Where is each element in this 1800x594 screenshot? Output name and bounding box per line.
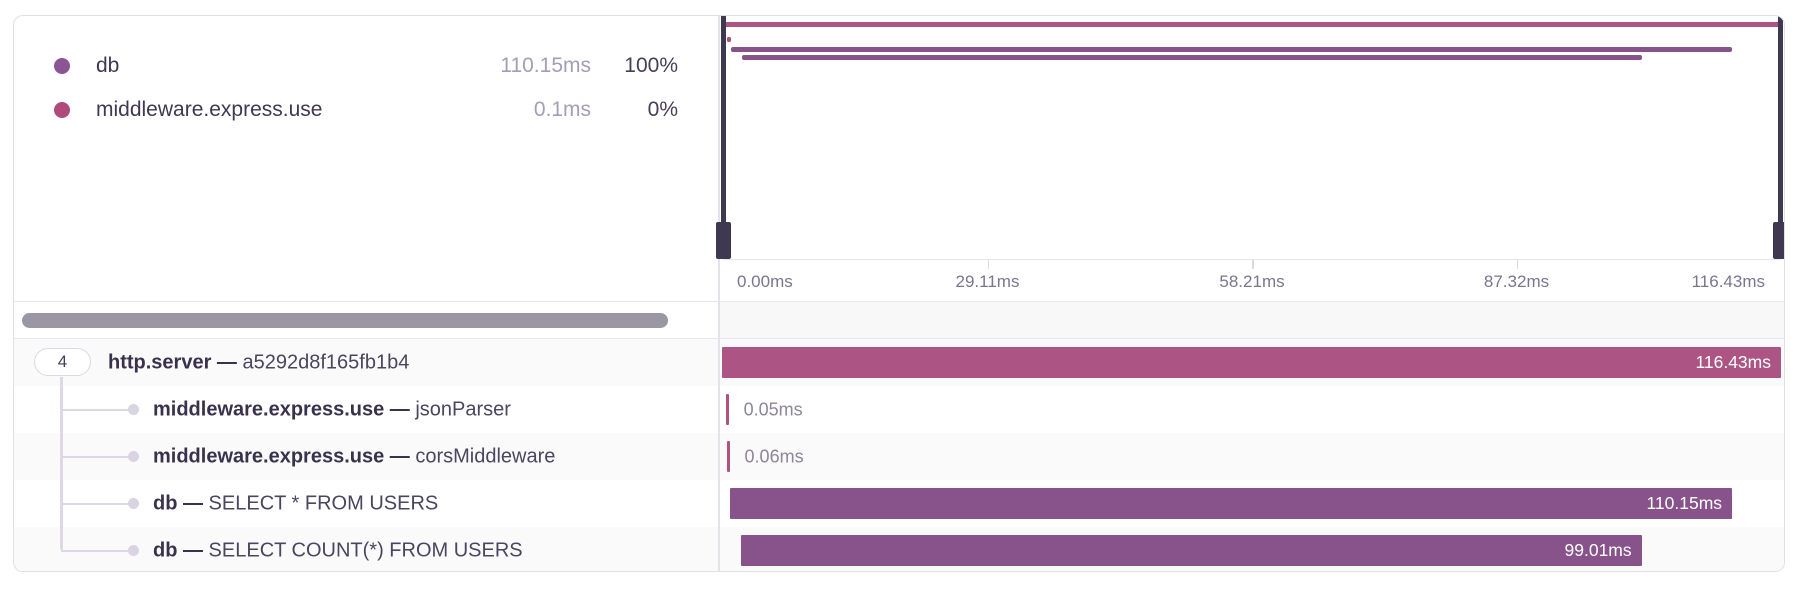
span-rows-section: 4 http.server — a5292d8f165fb1b4 116.43ms m… (14, 339, 1784, 571)
timeline-minimap[interactable]: 0.00ms 29.11ms 58.21ms 87.32ms 116.43ms (716, 16, 1784, 301)
span-detail: SELECT * FROM USERS (208, 492, 439, 514)
top-section: db 110.15ms 100% middleware.express.use 0.1m… (14, 16, 1784, 301)
span-operation-name: middleware.express.use — (153, 398, 416, 420)
scrollbar-track[interactable] (14, 302, 718, 338)
axis-tick-label: 58.21ms (1219, 272, 1285, 291)
axis-tick-label: 0.00ms (737, 272, 793, 291)
panel-divider (718, 16, 720, 571)
span-bar-wrap: 0.05ms (722, 386, 1781, 433)
span-operation-name: middleware.express.use — (153, 445, 416, 467)
range-handle-left-grip[interactable] (716, 222, 731, 259)
range-handle-right-line[interactable] (1778, 16, 1783, 259)
scrollbar-row-right-spacer (719, 302, 1784, 338)
span-bar-wrap: 110.15ms (722, 480, 1781, 527)
span-row-label-cell: middleware.express.use — jsonParser (14, 386, 718, 433)
span-name[interactable]: db — SELECT * FROM USERS (153, 492, 438, 515)
duration-bar[interactable] (726, 441, 730, 472)
duration-label: 0.06ms (744, 446, 804, 466)
legend-color-dot (54, 102, 70, 118)
span-operation-name: db — (153, 539, 209, 561)
span-row-label-cell: middleware.express.use — corsMiddleware (14, 433, 718, 480)
axis-tick-label: 116.43ms (1691, 272, 1765, 291)
duration-bar[interactable]: 116.43ms (722, 347, 1781, 378)
duration-bar[interactable] (725, 394, 729, 425)
duration-label: 110.15ms (1646, 493, 1723, 513)
minimap-span-lines (723, 16, 1781, 259)
legend-item-label: db (96, 54, 120, 77)
axis-tick-mark (987, 260, 989, 269)
duration-label: 116.43ms (1695, 352, 1771, 372)
legend-item[interactable]: db 110.15ms 100% (54, 44, 678, 88)
legend-item-label: middleware.express.use (96, 98, 323, 121)
span-operation-name: db — (153, 492, 209, 514)
span-row-bar-cell: 99.01ms (719, 527, 1784, 571)
legend-item-duration: 0.1ms (533, 98, 591, 121)
duration-bar[interactable]: 99.01ms (741, 535, 1642, 566)
span-detail: a5292d8f165fb1b4 (242, 351, 410, 373)
minimap-span-line (731, 47, 1733, 52)
span-row[interactable]: db — SELECT * FROM USERS 110.15ms (14, 480, 1784, 527)
span-detail: SELECT COUNT(*) FROM USERS (208, 539, 523, 561)
scrollbar-row (14, 301, 1784, 339)
minimap-plot[interactable] (716, 16, 1784, 259)
span-bar-wrap: 99.01ms (722, 527, 1781, 571)
span-row-bar-cell: 110.15ms (719, 480, 1784, 527)
span-name[interactable]: middleware.express.use — jsonParser (153, 398, 511, 421)
legend-item-percent: 100% (624, 54, 678, 77)
span-row-bar-cell: 0.05ms (719, 386, 1784, 433)
span-detail: jsonParser (415, 398, 511, 420)
span-name[interactable]: http.server — a5292d8f165fb1b4 (108, 351, 409, 374)
scrollbar-thumb[interactable] (22, 313, 668, 328)
span-row-label-cell: db — SELECT * FROM USERS (14, 480, 718, 527)
span-row[interactable]: db — SELECT COUNT(*) FROM USERS 99.01ms (14, 527, 1784, 571)
span-name[interactable]: middleware.express.use — corsMiddleware (153, 445, 555, 468)
span-row-label-cell: 4 http.server — a5292d8f165fb1b4 (14, 339, 718, 386)
minimap-span-line (723, 22, 1781, 27)
duration-label: 0.05ms (743, 399, 803, 419)
trace-viewer-card: db 110.15ms 100% middleware.express.use 0.1m… (13, 15, 1785, 572)
legend-item-percent: 0% (647, 98, 678, 121)
range-handle-right-grip[interactable] (1773, 222, 1784, 259)
time-axis-labels: 0.00ms 29.11ms 58.21ms 87.32ms 116.43ms (723, 259, 1781, 301)
span-bar-wrap: 0.06ms (722, 433, 1781, 480)
span-operation-name: http.server — (108, 351, 243, 373)
span-detail: corsMiddleware (415, 445, 556, 467)
axis-tick-label: 29.11ms (955, 272, 1020, 291)
span-row[interactable]: middleware.express.use — jsonParser 0.05m… (14, 386, 1784, 433)
legend-item-duration: 110.15ms (500, 54, 591, 77)
span-row[interactable]: middleware.express.use — corsMiddleware 0… (14, 433, 1784, 480)
duration-label: 99.01ms (1564, 540, 1632, 560)
span-name[interactable]: db — SELECT COUNT(*) FROM USERS (153, 539, 523, 562)
span-row-label-cell: db — SELECT COUNT(*) FROM USERS (14, 527, 718, 571)
axis-tick-mark (1252, 260, 1254, 269)
legend-color-dot (54, 58, 70, 74)
minimap-span-line (727, 37, 731, 42)
minimap-handles-layer (716, 16, 1784, 259)
time-axis: 0.00ms 29.11ms 58.21ms 87.32ms 116.43ms (719, 259, 1784, 301)
duration-bar[interactable]: 110.15ms (730, 488, 1733, 519)
range-handle-left-line[interactable] (721, 16, 726, 259)
legend-panel: db 110.15ms 100% middleware.express.use 0.1m… (14, 16, 718, 301)
axis-tick-mark (1516, 260, 1518, 269)
span-row-bar-cell: 0.06ms (719, 433, 1784, 480)
legend-item[interactable]: middleware.express.use 0.1ms 0% (54, 88, 678, 132)
axis-tick-label: 87.32ms (1483, 272, 1550, 291)
child-count-badge[interactable]: 4 (34, 348, 91, 376)
span-bar-wrap: 116.43ms (722, 339, 1781, 386)
minimap-span-line (742, 55, 1642, 60)
span-row[interactable]: 4 http.server — a5292d8f165fb1b4 116.43ms (14, 339, 1784, 386)
span-row-bar-cell: 116.43ms (719, 339, 1784, 386)
